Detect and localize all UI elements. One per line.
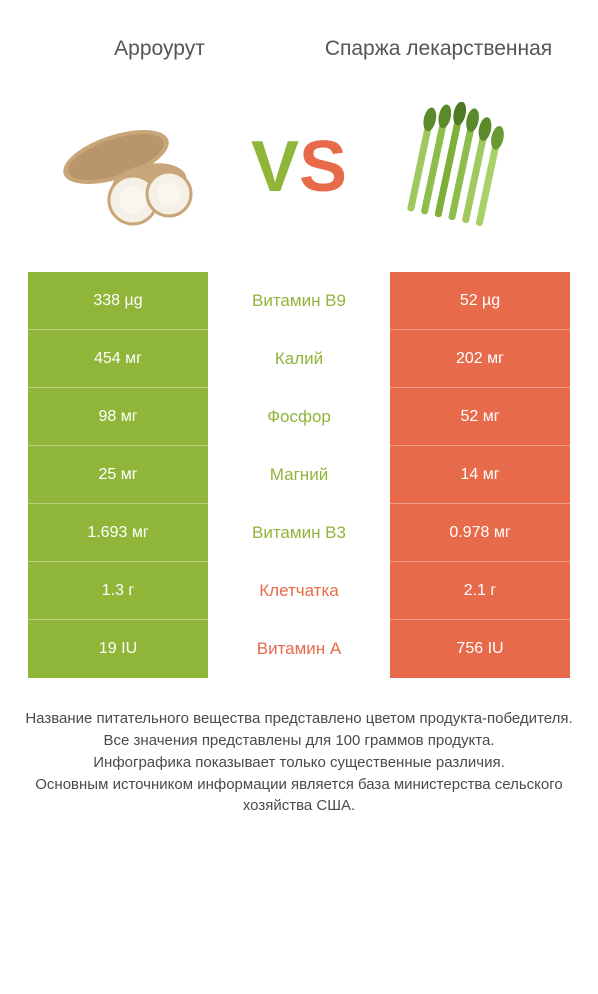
vs-v-letter: V xyxy=(251,127,299,207)
table-row: 25 мгМагний14 мг xyxy=(28,446,570,504)
left-value-cell: 19 IU xyxy=(28,620,208,678)
right-value-cell: 756 IU xyxy=(390,620,570,678)
nutrient-name-cell: Витамин B3 xyxy=(208,504,390,562)
footer-line-4: Основным источником информации является … xyxy=(24,774,574,818)
nutrient-name-cell: Магний xyxy=(208,446,390,504)
left-value-cell: 25 мг xyxy=(28,446,208,504)
left-value-cell: 338 µg xyxy=(28,272,208,330)
table-row: 338 µgВитамин B952 µg xyxy=(28,272,570,330)
nutrient-name-cell: Фосфор xyxy=(208,388,390,446)
vs-label: VS xyxy=(251,126,347,208)
table-row: 1.3 гКлетчатка2.1 г xyxy=(28,562,570,620)
nutrient-name-cell: Витамин B9 xyxy=(208,272,390,330)
footer-notes: Название питательного вещества представл… xyxy=(0,678,598,817)
right-food-title: Спаржа лекарственная xyxy=(299,35,578,62)
arrowroot-icon xyxy=(61,97,221,237)
nutrient-name-cell: Витамин A xyxy=(208,620,390,678)
right-value-cell: 52 µg xyxy=(390,272,570,330)
asparagus-icon xyxy=(377,97,537,237)
table-row: 98 мгФосфор52 мг xyxy=(28,388,570,446)
hero-comparison: VS xyxy=(0,72,598,272)
header: Арроурут Спаржа лекарственная xyxy=(0,0,598,72)
vs-s-letter: S xyxy=(299,127,347,207)
nutrient-name-cell: Клетчатка xyxy=(208,562,390,620)
nutrient-name-cell: Калий xyxy=(208,330,390,388)
left-value-cell: 1.3 г xyxy=(28,562,208,620)
table-row: 19 IUВитамин A756 IU xyxy=(28,620,570,678)
right-value-cell: 0.978 мг xyxy=(390,504,570,562)
right-value-cell: 202 мг xyxy=(390,330,570,388)
footer-line-3: Инфографика показывает только существенн… xyxy=(24,752,574,774)
footer-line-1: Название питательного вещества представл… xyxy=(24,708,574,730)
left-value-cell: 1.693 мг xyxy=(28,504,208,562)
left-value-cell: 98 мг xyxy=(28,388,208,446)
left-value-cell: 454 мг xyxy=(28,330,208,388)
right-value-cell: 14 мг xyxy=(390,446,570,504)
left-food-title: Арроурут xyxy=(20,35,299,62)
table-row: 1.693 мгВитамин B30.978 мг xyxy=(28,504,570,562)
nutrient-comparison-table: 338 µgВитамин B952 µg454 мгКалий202 мг98… xyxy=(0,272,598,678)
right-value-cell: 2.1 г xyxy=(390,562,570,620)
table-row: 454 мгКалий202 мг xyxy=(28,330,570,388)
footer-line-2: Все значения представлены для 100 граммо… xyxy=(24,730,574,752)
right-value-cell: 52 мг xyxy=(390,388,570,446)
